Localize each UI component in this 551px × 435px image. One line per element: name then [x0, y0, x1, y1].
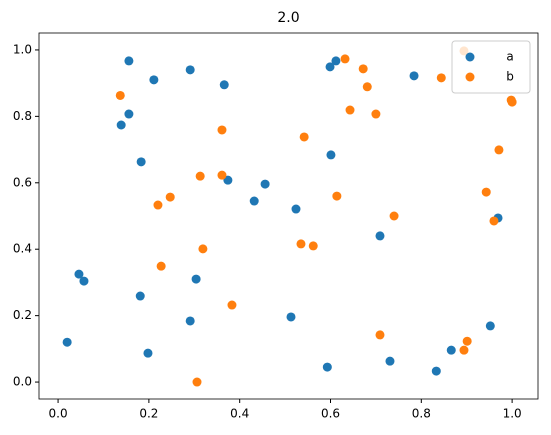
point	[195, 171, 205, 181]
point	[124, 56, 134, 66]
point	[494, 145, 504, 155]
legend-marker	[465, 52, 475, 62]
point	[219, 80, 229, 90]
point	[296, 239, 306, 249]
point	[185, 316, 195, 326]
point	[325, 62, 335, 72]
legend-box	[451, 40, 531, 94]
point	[322, 362, 332, 372]
point	[358, 64, 368, 74]
point	[143, 348, 153, 358]
point	[153, 200, 163, 210]
point	[385, 356, 395, 366]
point	[116, 120, 126, 130]
point	[227, 300, 237, 310]
point	[431, 366, 441, 376]
axes-frame	[38, 32, 539, 400]
x-tick-label: 0.0	[49, 407, 68, 421]
x-tick-label: 0.6	[321, 407, 340, 421]
point	[135, 291, 145, 301]
point	[223, 175, 233, 185]
legend-label: b	[506, 70, 514, 84]
y-tick-label: 1.0	[13, 42, 32, 56]
point	[326, 150, 336, 160]
point	[375, 330, 385, 340]
point	[165, 192, 175, 202]
point	[62, 337, 72, 347]
point	[191, 274, 201, 284]
point	[485, 321, 495, 331]
point	[389, 211, 399, 221]
point	[371, 109, 381, 119]
point	[79, 276, 89, 286]
point	[115, 90, 125, 100]
point	[332, 191, 342, 201]
point	[192, 377, 202, 387]
legend-label: a	[506, 50, 513, 64]
point	[124, 109, 134, 119]
point	[308, 241, 318, 251]
point	[156, 261, 166, 271]
point	[436, 73, 446, 83]
point	[260, 179, 270, 189]
point	[217, 125, 227, 135]
point	[345, 105, 355, 115]
x-tick-label: 0.4	[230, 407, 249, 421]
point	[507, 97, 517, 107]
point	[198, 244, 208, 254]
legend-marker	[465, 72, 475, 82]
point	[340, 54, 350, 64]
point	[375, 231, 385, 241]
point	[217, 170, 227, 180]
point	[459, 345, 469, 355]
point	[136, 157, 146, 167]
point	[462, 336, 472, 346]
y-tick-label: 0.6	[13, 175, 32, 189]
point	[149, 75, 159, 85]
point	[331, 56, 341, 66]
y-tick-label: 0.2	[13, 308, 32, 322]
point	[299, 132, 309, 142]
point	[446, 345, 456, 355]
y-tick-label: 0.4	[13, 242, 32, 256]
point	[185, 65, 195, 75]
y-tick-label: 0.8	[13, 109, 32, 123]
x-tick-label: 0.8	[412, 407, 431, 421]
point	[74, 269, 84, 279]
x-tick-label: 0.2	[139, 407, 158, 421]
point	[481, 187, 491, 197]
x-tick-label: 1.0	[503, 407, 522, 421]
point	[291, 204, 301, 214]
point	[362, 82, 372, 92]
chart-title: 2.0	[277, 10, 299, 26]
point	[409, 71, 419, 81]
point	[249, 196, 259, 206]
y-tick-label: 0.0	[13, 375, 32, 389]
point	[286, 312, 296, 322]
point	[489, 216, 499, 226]
